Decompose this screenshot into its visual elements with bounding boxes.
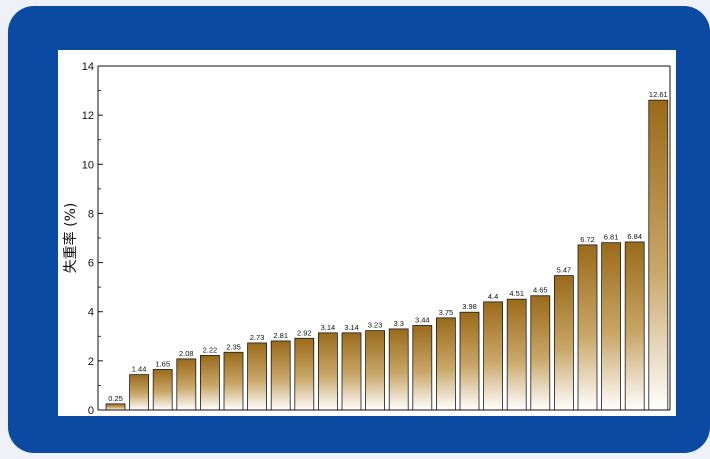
bar: [648, 99, 669, 411]
y-tick-label: 0: [88, 405, 94, 416]
data-label: 0.25: [108, 394, 123, 403]
data-label: 3.75: [439, 308, 454, 317]
bar: [459, 311, 480, 411]
bar: [553, 275, 574, 411]
data-label: 2.08: [179, 349, 194, 358]
data-label: 4.65: [533, 286, 548, 295]
data-label: 2.73: [250, 333, 265, 342]
y-tick-label: 4: [88, 307, 94, 319]
data-label: 6.72: [580, 235, 595, 244]
bar: [247, 342, 268, 411]
y-tick-label: 14: [82, 61, 94, 73]
bar: [270, 340, 291, 411]
y-axis-label: 失重率 (%): [62, 203, 79, 274]
bar: [105, 403, 126, 411]
data-label: 6.84: [627, 232, 642, 241]
data-label: 3.98: [462, 302, 477, 311]
bar: [365, 330, 386, 411]
plot-card: 0.25 1.44 1.65 2.08 2.22 2.35 2.73 2.81 2.92 3.14…: [58, 50, 676, 416]
bar: [530, 295, 551, 411]
y-tick-label: 8: [88, 208, 94, 220]
data-label: 2.35: [226, 342, 241, 351]
bar: [388, 328, 409, 411]
data-label: 3.23: [368, 321, 383, 330]
bar: [152, 369, 173, 411]
y-tick-label: 12: [82, 110, 94, 122]
bar: [601, 242, 621, 411]
data-label: 2.92: [297, 328, 312, 337]
bar: [577, 244, 598, 411]
data-label: 2.81: [273, 331, 288, 340]
bar: [199, 355, 220, 411]
data-label: 3.44: [415, 315, 430, 324]
data-label: 4.51: [509, 289, 524, 298]
data-label: 6.81: [604, 233, 619, 242]
data-label: 3.3: [393, 319, 403, 328]
bar: [341, 332, 362, 411]
bar: [483, 301, 504, 411]
data-label: 1.44: [132, 365, 147, 374]
bar: [223, 351, 244, 411]
bar-chart: 0.25 1.44 1.65 2.08 2.22 2.35 2.73 2.81 2.92 3.14…: [62, 61, 671, 416]
data-label: 2.22: [203, 345, 218, 354]
outer-frame: 0.25 1.44 1.65 2.08 2.22 2.35 2.73 2.81 2.92 3.14…: [8, 6, 710, 453]
bar: [294, 337, 315, 411]
bar: [176, 358, 197, 411]
bar: [129, 374, 149, 411]
bar: [506, 298, 527, 411]
data-label: 3.14: [344, 323, 359, 332]
data-label: 4.4: [488, 292, 498, 301]
y-tick-label: 10: [82, 159, 94, 171]
data-label: 12.61: [649, 90, 668, 99]
bar: [317, 332, 338, 411]
data-label: 5.47: [557, 266, 572, 275]
bar: [435, 317, 456, 411]
data-label: 3.14: [321, 323, 336, 332]
y-tick-label: 2: [88, 356, 94, 368]
bar: [624, 241, 645, 411]
bar: [412, 325, 433, 411]
y-tick-label: 6: [88, 258, 94, 270]
data-label: 1.65: [155, 359, 170, 368]
